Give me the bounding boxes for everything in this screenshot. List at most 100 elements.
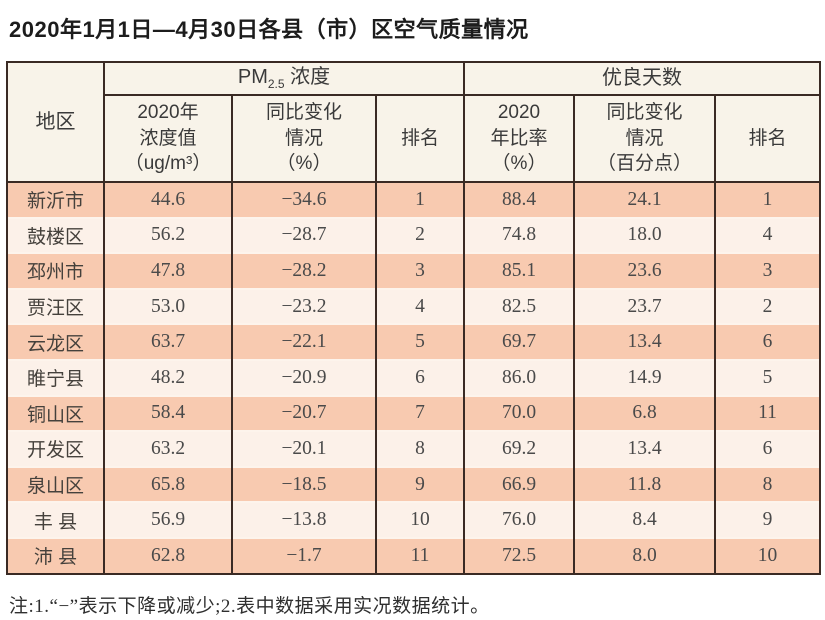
good-rank-cell: 6 — [713, 430, 822, 467]
region-cell: 鼓楼区 — [6, 216, 105, 254]
good-ratio-cell: 88.4 — [463, 181, 575, 218]
header-good-rank: 排名 — [713, 95, 822, 183]
good-rank-cell: 2 — [713, 287, 822, 325]
pm-rank-cell: 2 — [375, 216, 465, 254]
pm-value-cell: 48.2 — [103, 358, 233, 396]
table-row: 贾汪区 53.0 −23.2 4 82.5 23.7 2 — [6, 287, 822, 325]
good-rank-cell: 6 — [713, 323, 822, 360]
table-row: 睢宁县 48.2 −20.9 6 86.0 14.9 5 — [6, 358, 822, 396]
pm-rank-cell: 1 — [375, 181, 465, 218]
pm-rank-cell: 8 — [375, 430, 465, 467]
header-pm-change: 同比变化 情况 （%） — [231, 95, 377, 183]
table-row: 邳州市 47.8 −28.2 3 85.1 23.6 3 — [6, 252, 822, 289]
region-cell: 新沂市 — [6, 181, 105, 218]
pm-value-cell: 65.8 — [103, 465, 233, 503]
pm-rank-cell: 11 — [375, 536, 465, 574]
good-change-cell: 8.4 — [573, 501, 716, 538]
good-change-cell: 11.8 — [573, 465, 716, 503]
good-change-cell: 6.8 — [573, 394, 716, 432]
header-group-row: 地区 PM2.5 浓度 优良天数 — [6, 62, 822, 183]
good-change-cell: 14.9 — [573, 358, 716, 396]
region-cell: 睢宁县 — [6, 358, 105, 396]
table-row: 开发区 63.2 −20.1 8 69.2 13.4 6 — [6, 430, 822, 467]
table-row: 沛 县 62.8 −1.7 11 72.5 8.0 10 — [6, 536, 822, 574]
good-rank-cell: 8 — [713, 465, 822, 503]
header-region: 地区 — [6, 62, 105, 183]
good-change-cell: 23.7 — [573, 287, 716, 325]
footnote: 注:1.“−”表示下降或减少;2.表中数据采用实况数据统计。 — [9, 595, 490, 617]
region-cell: 贾汪区 — [6, 287, 105, 325]
good-change-cell: 18.0 — [573, 216, 716, 254]
region-cell: 丰 县 — [6, 501, 105, 538]
good-ratio-cell: 72.5 — [463, 536, 575, 574]
pm-rank-cell: 9 — [375, 465, 465, 503]
region-cell: 开发区 — [6, 430, 105, 467]
pm-value-cell: 58.4 — [103, 394, 233, 432]
pm25-label: PM2.5 浓度 — [237, 66, 331, 92]
good-rank-cell: 1 — [713, 181, 822, 218]
good-ratio-cell: 86.0 — [463, 358, 575, 396]
pm-value-cell: 62.8 — [103, 536, 233, 574]
pm-rank-cell: 6 — [375, 358, 465, 396]
pm-rank-cell: 10 — [375, 501, 465, 538]
good-ratio-cell: 76.0 — [463, 501, 575, 538]
good-rank-cell: 4 — [713, 216, 822, 254]
air-quality-table: 地区 PM2.5 浓度 优良天数 2020年 浓度值 （ug/m³） 同比变化 … — [6, 61, 822, 575]
good-change-cell: 8.0 — [573, 536, 716, 574]
table-row: 新沂市 44.6 −34.6 1 88.4 24.1 1 — [6, 181, 822, 218]
region-cell: 沛 县 — [6, 536, 105, 574]
pm-rank-cell: 5 — [375, 323, 465, 360]
good-rank-cell: 10 — [713, 536, 822, 574]
pm-change-cell: −20.1 — [231, 430, 377, 467]
good-rank-cell: 3 — [713, 252, 822, 289]
pm-change-cell: −13.8 — [231, 501, 377, 538]
good-change-cell: 13.4 — [573, 430, 716, 467]
header-pm-rank: 排名 — [375, 95, 465, 183]
pm-value-cell: 56.2 — [103, 216, 233, 254]
pm-change-cell: −22.1 — [231, 323, 377, 360]
header-sub-row: 2020年 浓度值 （ug/m³） 同比变化 情况 （%） 排名 2020 年比… — [7, 95, 822, 183]
table-row: 鼓楼区 56.2 −28.7 2 74.8 18.0 4 — [6, 216, 822, 254]
header-pm25-group: PM2.5 浓度 — [103, 62, 465, 96]
header-good-ratio: 2020 年比率 （%） — [463, 95, 575, 183]
good-ratio-cell: 82.5 — [463, 287, 575, 325]
good-change-cell: 23.6 — [573, 252, 716, 289]
table-row: 丰 县 56.9 −13.8 10 76.0 8.4 9 — [6, 501, 822, 538]
good-ratio-cell: 74.8 — [463, 216, 575, 254]
pm-change-cell: −34.6 — [231, 181, 377, 218]
region-cell: 泉山区 — [6, 465, 105, 503]
good-ratio-cell: 85.1 — [463, 252, 575, 289]
pm-value-cell: 53.0 — [103, 287, 233, 325]
table-row: 泉山区 65.8 −18.5 9 66.9 11.8 8 — [6, 465, 822, 503]
table-body: 新沂市 44.6 −34.6 1 88.4 24.1 1 鼓楼区 56.2 −2… — [6, 181, 822, 574]
pm-change-cell: −20.9 — [231, 358, 377, 396]
good-ratio-cell: 69.2 — [463, 430, 575, 467]
table-header: 地区 PM2.5 浓度 优良天数 2020年 浓度值 （ug/m³） 同比变化 … — [6, 62, 822, 183]
good-rank-cell: 9 — [713, 501, 822, 538]
region-cell: 云龙区 — [6, 323, 105, 360]
region-cell: 铜山区 — [6, 394, 105, 432]
pm-change-cell: −1.7 — [231, 536, 377, 574]
good-ratio-cell: 66.9 — [463, 465, 575, 503]
pm-change-cell: −28.7 — [231, 216, 377, 254]
header-pm-value: 2020年 浓度值 （ug/m³） — [103, 95, 233, 183]
pm-change-cell: −18.5 — [231, 465, 377, 503]
pm-value-cell: 63.2 — [103, 430, 233, 467]
pm-value-cell: 63.7 — [103, 323, 233, 360]
header-good-change: 同比变化 情况 （百分点） — [573, 95, 716, 183]
pm-change-cell: −23.2 — [231, 287, 377, 325]
pm-value-cell: 44.6 — [103, 181, 233, 218]
pm-change-cell: −28.2 — [231, 252, 377, 289]
pm-change-cell: −20.7 — [231, 394, 377, 432]
table-row: 云龙区 63.7 −22.1 5 69.7 13.4 6 — [6, 323, 822, 360]
good-rank-cell: 11 — [713, 394, 822, 432]
page-title: 2020年1月1日—4月30日各县（市）区空气质量情况 — [9, 17, 529, 42]
good-ratio-cell: 70.0 — [463, 394, 575, 432]
pm-rank-cell: 7 — [375, 394, 465, 432]
pm-value-cell: 56.9 — [103, 501, 233, 538]
good-change-cell: 13.4 — [573, 323, 716, 360]
table-row: 铜山区 58.4 −20.7 7 70.0 6.8 11 — [6, 394, 822, 432]
good-rank-cell: 5 — [713, 358, 822, 396]
region-cell: 邳州市 — [6, 252, 105, 289]
